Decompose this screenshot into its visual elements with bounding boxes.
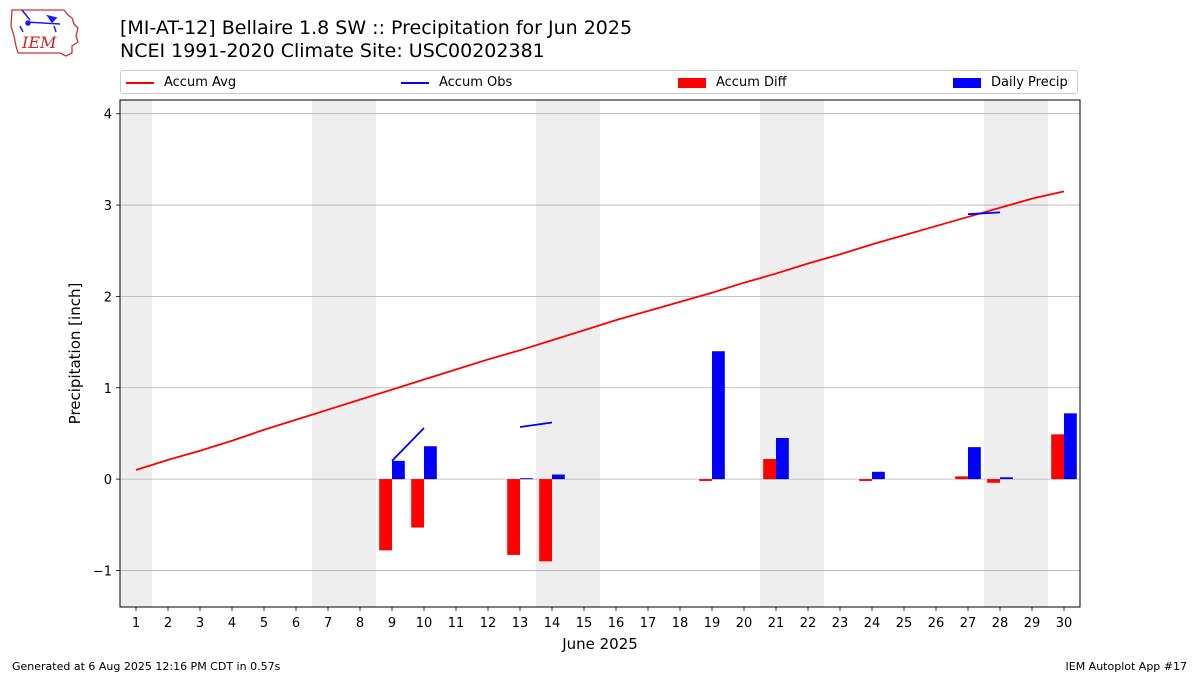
legend: Accum Avg Accum Obs Accum Diff Daily Precip [120, 70, 1078, 94]
accum-obs-line [519, 421, 553, 428]
x-tick-label: 4 [228, 616, 236, 631]
accum-diff-bar [379, 479, 392, 551]
x-tick-label: 9 [388, 616, 396, 631]
legend-bar-swatch [678, 78, 706, 88]
x-tick-label: 28 [992, 616, 1009, 631]
x-tick-label: 23 [832, 616, 849, 631]
legend-line-swatch [401, 82, 429, 84]
y-tick-label: 4 [104, 108, 112, 123]
daily-precip-bar [712, 351, 725, 480]
x-tick-label: 13 [512, 616, 529, 631]
accum-diff-bar [411, 479, 424, 528]
weekend-band [120, 100, 152, 607]
daily-precip-bar [1000, 477, 1013, 480]
accum-obs-line [391, 427, 425, 462]
daily-precip-bar [872, 471, 885, 480]
legend-label: Accum Avg [164, 75, 237, 90]
y-tick-label: 2 [104, 290, 112, 305]
legend-label: Accum Obs [439, 75, 513, 90]
accum-diff-bar [1051, 434, 1064, 480]
x-tick-label: 20 [736, 616, 753, 631]
daily-precip-bar [552, 474, 565, 480]
x-tick-label: 8 [356, 616, 364, 631]
x-tick-label: 14 [544, 616, 561, 631]
x-tick-label: 15 [576, 616, 593, 631]
x-tick-label: 17 [640, 616, 657, 631]
x-tick-label: 16 [608, 616, 625, 631]
generated-timestamp: Generated at 6 Aug 2025 12:16 PM CDT in … [12, 660, 281, 673]
iem-logo: IEM [10, 9, 79, 57]
x-tick-label: 1 [132, 616, 140, 631]
daily-precip-bar [392, 460, 405, 480]
x-tick-label: 11 [448, 616, 465, 631]
x-tick-label: 10 [416, 616, 433, 631]
plot-frame [119, 99, 1081, 608]
x-tick-label: 5 [260, 616, 268, 631]
x-tick-label: 2 [164, 616, 172, 631]
y-tick-label: 3 [104, 199, 112, 214]
x-tick-label: 12 [480, 616, 497, 631]
accum-diff-bar [987, 479, 1000, 483]
weekend-band [312, 100, 376, 607]
accum-diff-bar [955, 476, 968, 480]
x-axis-label: June 2025 [561, 635, 638, 653]
x-tick-label: 30 [1056, 616, 1073, 631]
y-tick-label: −1 [93, 564, 112, 579]
legend-label: Daily Precip [991, 75, 1068, 90]
logo-text: IEM [21, 33, 57, 52]
daily-precip-bar [968, 447, 981, 480]
chart-title: [MI-AT-12] Bellaire 1.8 SW :: Precipitat… [120, 17, 633, 39]
y-axis-label: Precipitation [inch] [66, 283, 84, 425]
x-tick-label: 6 [292, 616, 300, 631]
accum-diff-bar [859, 479, 872, 481]
accum-avg-line [135, 190, 1065, 471]
weekend-band [760, 100, 824, 607]
legend-label: Accum Diff [716, 75, 787, 90]
x-tick-label: 21 [768, 616, 785, 631]
chart-subtitle: NCEI 1991-2020 Climate Site: USC00202381 [120, 40, 545, 62]
x-tick-label: 26 [928, 616, 945, 631]
accum-diff-bar [763, 459, 776, 480]
daily-precip-bar [1064, 413, 1077, 480]
weather-station-icon [19, 9, 61, 33]
legend-line-swatch [126, 82, 154, 84]
legend-bar-swatch [953, 78, 981, 88]
x-tick-label: 24 [864, 616, 881, 631]
x-tick-label: 19 [704, 616, 721, 631]
daily-precip-bar [776, 438, 789, 480]
y-tick-label: 0 [104, 473, 112, 488]
y-tick-label: 1 [104, 382, 112, 397]
accum-diff-bar [507, 479, 520, 555]
weekend-band [984, 100, 1048, 607]
x-tick-label: 3 [196, 616, 204, 631]
x-tick-label: 7 [324, 616, 332, 631]
daily-precip-bar [424, 446, 437, 480]
app-credit: IEM Autoplot App #17 [1065, 660, 1188, 673]
x-tick-label: 27 [960, 616, 977, 631]
daily-precip-bar [520, 478, 533, 480]
accum-diff-bar [539, 479, 552, 562]
x-tick-label: 18 [672, 616, 689, 631]
x-tick-label: 22 [800, 616, 817, 631]
accum-diff-bar [699, 479, 712, 481]
x-tick-label: 29 [1024, 616, 1041, 631]
accum-obs-line [967, 211, 1001, 216]
x-tick-label: 25 [896, 616, 913, 631]
